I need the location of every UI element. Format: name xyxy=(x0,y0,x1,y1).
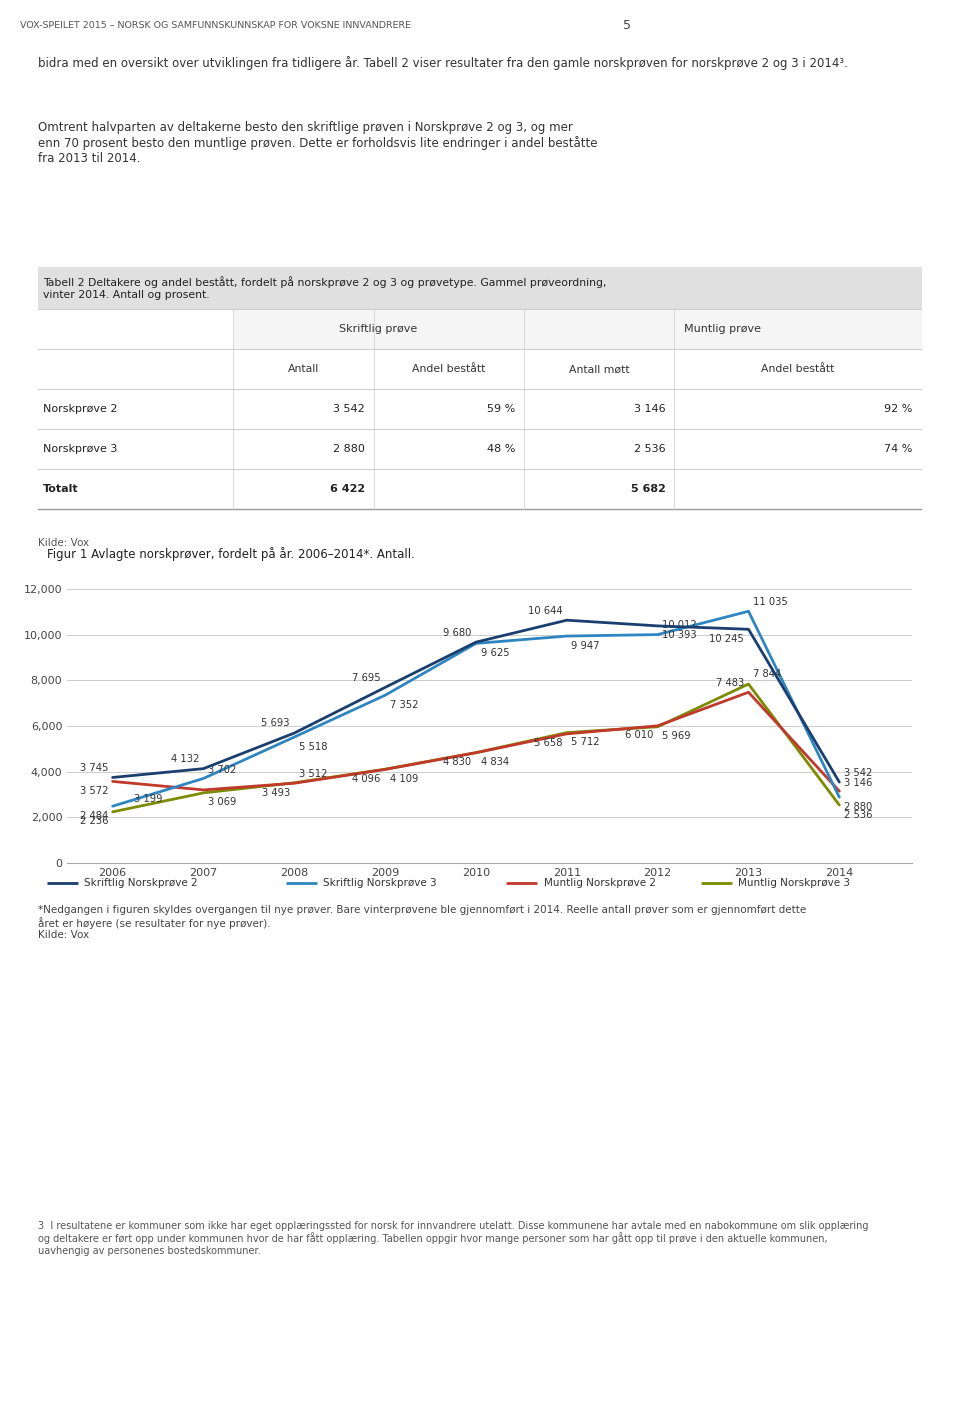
Bar xyxy=(232,309,922,349)
Text: 2 236: 2 236 xyxy=(80,817,108,826)
Text: Omtrent halvparten av deltakerne besto den skriftlige prøven i Norskprøve 2 og 3: Omtrent halvparten av deltakerne besto d… xyxy=(38,121,598,166)
Text: 11 035: 11 035 xyxy=(753,596,788,606)
Text: Skriftlig Norskprøve 3: Skriftlig Norskprøve 3 xyxy=(323,878,437,888)
Text: 7 352: 7 352 xyxy=(390,700,419,710)
Text: Muntlig Norskprøve 2: Muntlig Norskprøve 2 xyxy=(543,878,656,888)
Bar xyxy=(38,267,922,309)
Text: 4 109: 4 109 xyxy=(390,773,418,784)
Text: 92 %: 92 % xyxy=(884,404,913,414)
Text: VOX-SPEILET 2015 – NORSK OG SAMFUNNSKUNNSKAP FOR VOKSNE INNVANDRERE: VOX-SPEILET 2015 – NORSK OG SAMFUNNSKUNN… xyxy=(19,21,411,29)
Text: 10 393: 10 393 xyxy=(662,630,697,640)
Text: 5 693: 5 693 xyxy=(261,718,290,728)
Text: 10 644: 10 644 xyxy=(528,606,563,616)
Text: Andel bestått: Andel bestått xyxy=(413,365,486,375)
Text: Norskprøve 3: Norskprøve 3 xyxy=(43,445,117,455)
Text: 2 484: 2 484 xyxy=(80,811,108,821)
Text: Totalt: Totalt xyxy=(43,484,79,494)
Text: 3 745: 3 745 xyxy=(80,763,108,773)
Text: 4 830: 4 830 xyxy=(444,758,471,767)
Text: 48 %: 48 % xyxy=(487,445,516,455)
Text: Tabell 2 Deltakere og andel bestått, fordelt på norskprøve 2 og 3 og prøvetype. : Tabell 2 Deltakere og andel bestått, for… xyxy=(43,276,607,300)
Text: 59 %: 59 % xyxy=(487,404,516,414)
Text: 5 518: 5 518 xyxy=(299,742,327,752)
Text: 6 010: 6 010 xyxy=(625,731,653,741)
Text: 3 146: 3 146 xyxy=(634,404,665,414)
Text: 5 658: 5 658 xyxy=(534,738,563,748)
Text: 7 844: 7 844 xyxy=(753,669,781,679)
Text: 5 969: 5 969 xyxy=(662,731,691,741)
Text: Antall møtt: Antall møtt xyxy=(569,365,630,375)
Text: 3 512: 3 512 xyxy=(299,769,327,779)
Text: 3 069: 3 069 xyxy=(208,797,236,808)
Text: 4 132: 4 132 xyxy=(171,753,199,765)
Text: 5 712: 5 712 xyxy=(571,737,600,748)
Text: 3  I resultatene er kommuner som ikke har eget opplæringssted for norsk for innv: 3 I resultatene er kommuner som ikke har… xyxy=(38,1221,869,1256)
Text: 9 680: 9 680 xyxy=(444,627,471,637)
Text: 10 012: 10 012 xyxy=(662,620,697,630)
Text: Kilde: Vox: Kilde: Vox xyxy=(38,539,89,549)
Text: 4 834: 4 834 xyxy=(481,758,509,767)
Text: Figur 1 Avlagte norskprøver, fordelt på år. 2006–2014*. Antall.: Figur 1 Avlagte norskprøver, fordelt på … xyxy=(47,547,415,561)
Text: 5 682: 5 682 xyxy=(631,484,665,494)
Text: Muntlig Norskprøve 3: Muntlig Norskprøve 3 xyxy=(738,878,850,888)
Text: 4 096: 4 096 xyxy=(352,774,380,784)
Text: 5: 5 xyxy=(623,18,632,32)
Text: *Nedgangen i figuren skyldes overgangen til nye prøver. Bare vinterprøvene ble g: *Nedgangen i figuren skyldes overgangen … xyxy=(38,905,806,940)
Text: 10 245: 10 245 xyxy=(709,634,744,644)
Text: 7 483: 7 483 xyxy=(716,678,744,687)
Text: 6 422: 6 422 xyxy=(330,484,365,494)
Text: 3 493: 3 493 xyxy=(261,787,290,798)
Text: kap 5: kap 5 xyxy=(675,18,718,32)
Text: bidra med en oversikt over utviklingen fra tidligere år. Tabell 2 viser resultat: bidra med en oversikt over utviklingen f… xyxy=(38,56,849,70)
Text: 3 542: 3 542 xyxy=(844,767,873,777)
Text: 9 625: 9 625 xyxy=(481,648,509,658)
Text: Antall: Antall xyxy=(288,365,319,375)
Text: Andel bestått: Andel bestått xyxy=(761,365,834,375)
Text: Muntlig prøve: Muntlig prøve xyxy=(684,324,761,334)
Text: Norskprøve 2: Norskprøve 2 xyxy=(43,404,117,414)
Text: 3 572: 3 572 xyxy=(80,786,108,796)
Text: 2 880: 2 880 xyxy=(844,801,872,812)
Text: 3 702: 3 702 xyxy=(208,765,236,774)
Text: Skriftlig prøve: Skriftlig prøve xyxy=(339,324,418,334)
Text: 7 695: 7 695 xyxy=(352,673,380,683)
Text: 3 146: 3 146 xyxy=(844,777,873,787)
Text: 2 536: 2 536 xyxy=(844,810,873,819)
Text: 2 880: 2 880 xyxy=(333,445,365,455)
Text: 3 199: 3 199 xyxy=(134,794,162,804)
Text: 2 536: 2 536 xyxy=(634,445,665,455)
Text: 9 947: 9 947 xyxy=(571,641,600,651)
Text: 3 542: 3 542 xyxy=(333,404,365,414)
Text: Skriftlig Norskprøve 2: Skriftlig Norskprøve 2 xyxy=(84,878,198,888)
Text: 74 %: 74 % xyxy=(884,445,913,455)
